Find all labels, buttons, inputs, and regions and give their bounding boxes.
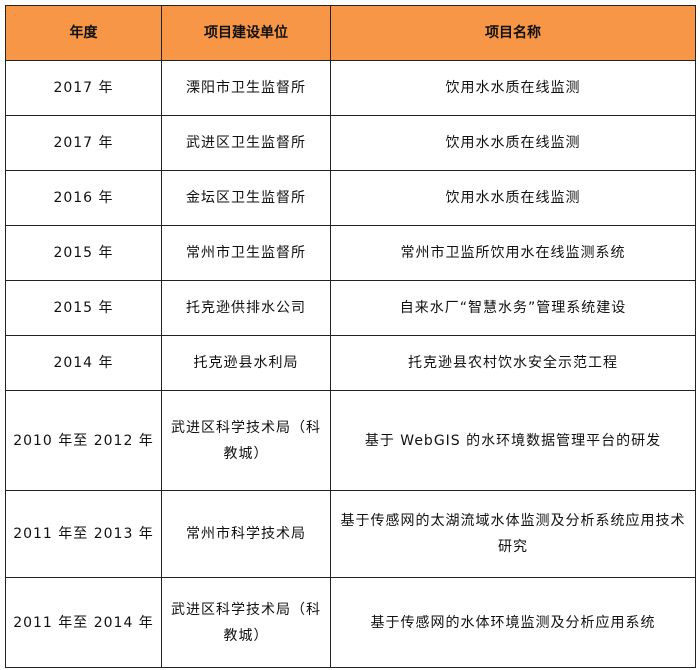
table-row: 2015 年常州市卫生监督所 常州市卫监所饮用水在线监测系统 <box>5 225 696 281</box>
cell-unit: 武进区科学技术局（科教城） <box>161 390 331 491</box>
cell-unit: 常州市科学技术局 <box>161 490 331 578</box>
projects-table: 年度 项目建设单位 项目名称 2017 年溧阳市卫生监督所 饮用水水质在线监测 20… <box>5 5 696 668</box>
cell-name: 托克逊县农村饮水安全示范工程 <box>330 335 696 391</box>
cell-unit: 金坛区卫生监督所 <box>161 170 331 226</box>
cell-name: 饮用水水质在线监测 <box>330 170 696 226</box>
cell-year: 2016 年 <box>5 170 162 226</box>
cell-year: 2011 年至 2013 年 <box>5 490 162 578</box>
cell-name: 饮用水水质在线监测 <box>330 60 696 116</box>
cell-year: 2010 年至 2012 年 <box>5 390 162 491</box>
table-row: 2016 年金坛区卫生监督所 饮用水水质在线监测 <box>5 170 696 226</box>
table-row: 2014 年托克逊县水利局 托克逊县农村饮水安全示范工程 <box>5 335 696 391</box>
cell-unit: 武进区卫生监督所 <box>161 115 331 171</box>
cell-name: 常州市卫监所饮用水在线监测系统 <box>330 225 696 281</box>
cell-unit: 常州市卫生监督所 <box>161 225 331 281</box>
cell-unit: 溧阳市卫生监督所 <box>161 60 331 116</box>
header-name: 项目名称 <box>330 5 696 61</box>
table-row: 2011 年至 2013 年常州市科学技术局 基于传感网的太湖流域水体监测及分析系… <box>5 490 696 578</box>
table-row: 2017 年溧阳市卫生监督所 饮用水水质在线监测 <box>5 60 696 116</box>
cell-year: 2011 年至 2014 年 <box>5 577 162 668</box>
table-row: 2010 年至 2012 年武进区科学技术局（科教城） 基于 WebGIS 的水环… <box>5 390 696 491</box>
table-row: 2011 年至 2014 年武进区科学技术局（科教城） 基于传感网的水体环境监测及… <box>5 577 696 668</box>
cell-unit: 托克逊县水利局 <box>161 335 331 391</box>
cell-name: 饮用水水质在线监测 <box>330 115 696 171</box>
header-unit: 项目建设单位 <box>161 5 331 61</box>
cell-year: 2015 年 <box>5 280 162 336</box>
header-year: 年度 <box>5 5 162 61</box>
table-row: 2015 年托克逊供排水公司 自来水厂“智慧水务”管理系统建设 <box>5 280 696 336</box>
cell-unit: 武进区科学技术局（科教城） <box>161 577 331 668</box>
table-header-row: 年度 项目建设单位 项目名称 <box>5 5 696 61</box>
table-row: 2017 年武进区卫生监督所 饮用水水质在线监测 <box>5 115 696 171</box>
cell-unit: 托克逊供排水公司 <box>161 280 331 336</box>
cell-year: 2017 年 <box>5 60 162 116</box>
cell-year: 2017 年 <box>5 115 162 171</box>
cell-name: 基于传感网的太湖流域水体监测及分析系统应用技术研究 <box>330 490 696 578</box>
cell-name: 基于传感网的水体环境监测及分析应用系统 <box>330 577 696 668</box>
cell-name: 自来水厂“智慧水务”管理系统建设 <box>330 280 696 336</box>
cell-name: 基于 WebGIS 的水环境数据管理平台的研发 <box>330 390 696 491</box>
cell-year: 2014 年 <box>5 335 162 391</box>
cell-year: 2015 年 <box>5 225 162 281</box>
